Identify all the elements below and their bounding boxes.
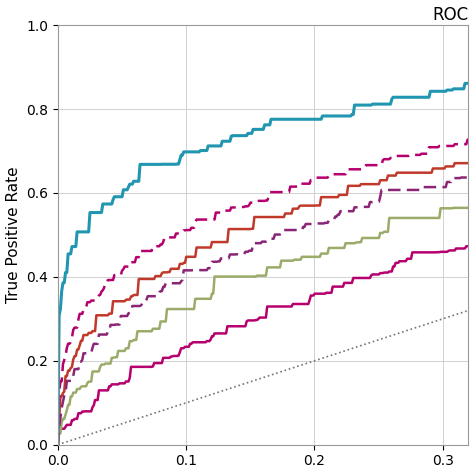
Y-axis label: True Positive Rate: True Positive Rate	[6, 166, 20, 303]
Text: ROC: ROC	[432, 6, 468, 24]
